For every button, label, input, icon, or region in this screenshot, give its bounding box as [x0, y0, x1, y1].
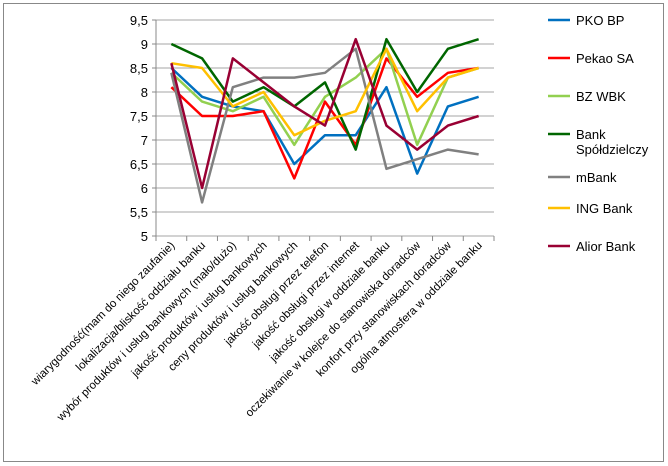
y-tick-label: 5 [141, 229, 148, 244]
y-tick-label: 9 [141, 37, 148, 52]
legend-item: BZ WBK [548, 89, 626, 104]
series-line-pekao-sa [170, 57, 479, 180]
legend-item: Pekao SA [548, 51, 634, 66]
y-tick-label: 5,5 [130, 205, 148, 220]
y-tick-label: 6 [141, 181, 148, 196]
legend-item: PKO BP [548, 13, 624, 28]
y-tick-label: 9,5 [130, 13, 148, 28]
series-line-ing-bank [171, 47, 480, 137]
chart-frame [3, 3, 664, 462]
series-line-bz-wbk [170, 47, 480, 147]
y-tick-label: 7,5 [130, 109, 148, 124]
y-tick-label: 7 [141, 133, 148, 148]
legend-item: ING Bank [548, 201, 633, 216]
y-tick-label: 8 [141, 85, 148, 100]
legend-label: ING Bank [576, 201, 633, 216]
legend-label: Spółdzielczy [576, 142, 649, 157]
legend-item: mBank [548, 170, 617, 185]
series-line-alior-bank [170, 37, 480, 190]
series-line-mbank [170, 47, 479, 204]
legend-label: mBank [576, 170, 617, 185]
legend-label: Pekao SA [576, 51, 634, 66]
y-tick-label: 6,5 [130, 157, 148, 172]
legend-item: Alior Bank [548, 239, 636, 254]
legend-label: BZ WBK [576, 89, 626, 104]
legend-label: PKO BP [576, 13, 624, 28]
y-tick-label: 8,5 [130, 61, 148, 76]
legend-label: Bank [576, 127, 606, 142]
series-line-bank-sp-dzielczy [170, 37, 480, 151]
legend-label: Alior Bank [576, 239, 636, 254]
